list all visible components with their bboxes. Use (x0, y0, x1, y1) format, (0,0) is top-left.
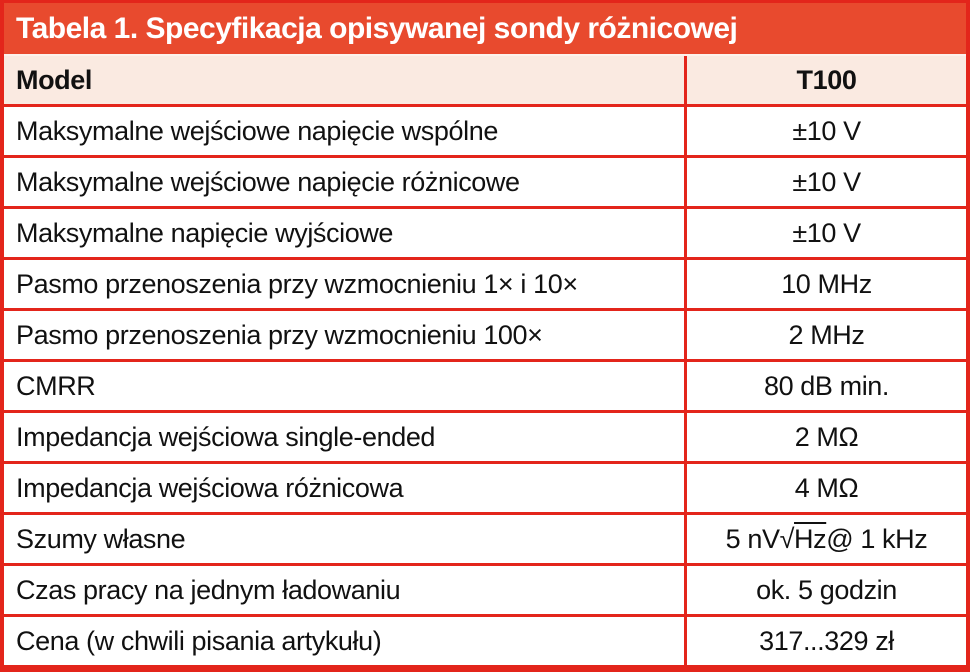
row-label: Impedancja wejściowa single-ended (4, 413, 687, 461)
row-value: ok. 5 godzin (756, 574, 897, 605)
row-label: Czas pracy na jednym ładowaniu (4, 566, 687, 614)
table-row: Maksymalne napięcie wyjściowe ±10 V (4, 209, 966, 260)
table-row: Impedancja wejściowa różnicowa 4 MΩ (4, 464, 966, 515)
row-value: 10 MHz (781, 268, 872, 299)
row-value: ±10 V (792, 217, 861, 248)
overline-unit: Hz (794, 523, 827, 554)
row-label: Maksymalne wejściowe napięcie wspólne (4, 107, 687, 155)
row-label: Pasmo przenoszenia przy wzmocnieniu 1× i… (4, 260, 687, 308)
table-row: Cena (w chwili pisania artykułu) 317...3… (4, 617, 966, 665)
table-row: Impedancja wejściowa single-ended 2 MΩ (4, 413, 966, 464)
table-title-bar: Tabela 1. Specyfikacja opisywanej sondy … (4, 3, 966, 56)
row-value: 80 dB min. (763, 370, 890, 401)
row-label: Maksymalne napięcie wyjściowe (4, 209, 687, 257)
row-value: 5 nV√ Hz @ 1 kHz (725, 523, 928, 554)
row-value: 2 MΩ (794, 421, 859, 452)
row-label: CMRR (4, 362, 687, 410)
header-value-cell: T100 (796, 64, 857, 95)
row-value: ±10 V (792, 166, 861, 197)
table-row: CMRR 80 dB min. (4, 362, 966, 413)
row-label: Pasmo przenoszenia przy wzmocnieniu 100× (4, 311, 687, 359)
row-value: 4 MΩ (794, 472, 859, 503)
header-label-cell: Model (4, 56, 687, 104)
row-value: 317...329 zł (759, 625, 894, 656)
table-row: Szumy własne 5 nV√ Hz @ 1 kHz (4, 515, 966, 566)
table-row: Czas pracy na jednym ładowaniu ok. 5 god… (4, 566, 966, 617)
table-header-row: Model T100 (4, 56, 966, 107)
table-row: Pasmo przenoszenia przy wzmocnieniu 1× i… (4, 260, 966, 311)
table-row: Pasmo przenoszenia przy wzmocnieniu 100×… (4, 311, 966, 362)
row-label: Cena (w chwili pisania artykułu) (4, 617, 687, 665)
row-value: 2 MHz (788, 319, 865, 350)
row-label: Szumy własne (4, 515, 687, 563)
table-row: Maksymalne wejściowe napięcie różnicowe … (4, 158, 966, 209)
row-value: ±10 V (792, 115, 861, 146)
row-label: Impedancja wejściowa różnicowa (4, 464, 687, 512)
table-row: Maksymalne wejściowe napięcie wspólne ±1… (4, 107, 966, 158)
table-title: Tabela 1. Specyfikacja opisywanej sondy … (16, 11, 738, 45)
row-label: Maksymalne wejściowe napięcie różnicowe (4, 158, 687, 206)
